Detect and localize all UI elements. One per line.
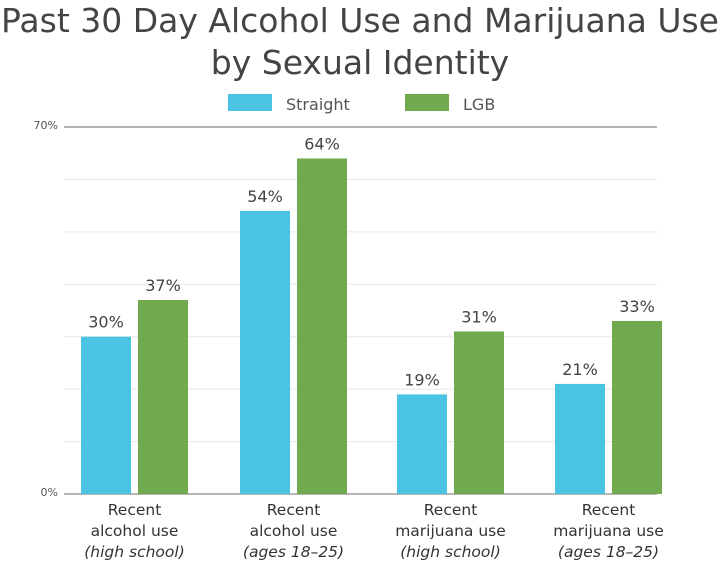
bar-lgb — [612, 320, 662, 494]
legend-label-lgb: LGB — [463, 95, 495, 114]
x-tick-label: Recent — [582, 501, 636, 519]
x-tick-label: alcohol use — [250, 522, 338, 540]
bar-lgb — [138, 300, 188, 494]
x-tick-label: (high school) — [400, 543, 501, 561]
x-tick-label: Recent — [267, 501, 321, 519]
chart-title-line-2: by Sexual Identity — [210, 43, 510, 82]
x-tick-label: alcohol use — [91, 522, 179, 540]
legend-label-straight: Straight — [286, 95, 350, 114]
chart-title: Past 30 Day Alcohol Use and Marijuana Us… — [0, 0, 720, 84]
x-tick-label: marijuana use — [553, 522, 664, 540]
bar-straight — [240, 210, 290, 494]
x-tick-label: Recent — [108, 501, 162, 519]
bar-straight — [81, 336, 131, 494]
bar-straight — [555, 383, 605, 494]
x-tick-label: Recent — [424, 501, 478, 519]
data-label: 33% — [619, 297, 655, 316]
legend-swatch-lgb — [405, 94, 449, 111]
data-label: 19% — [404, 370, 440, 389]
data-label: 64% — [304, 134, 340, 153]
data-label: 21% — [562, 360, 598, 379]
legend-swatch-straight — [228, 94, 272, 111]
x-tick-label: (ages 18–25) — [558, 543, 659, 561]
data-label: 30% — [88, 313, 124, 332]
data-label: 37% — [145, 276, 181, 295]
y-tick-label: 0% — [41, 486, 58, 499]
x-tick-label: (high school) — [84, 543, 185, 561]
bar-straight — [397, 394, 447, 494]
y-tick-label: 70% — [34, 119, 58, 132]
x-tick-label: (ages 18–25) — [243, 543, 344, 561]
bar-lgb — [297, 158, 347, 494]
bar-lgb — [454, 331, 504, 494]
chart-title-line-1: Past 30 Day Alcohol Use and Marijuana Us… — [1, 1, 719, 40]
data-label: 31% — [461, 307, 497, 326]
data-label: 54% — [247, 187, 283, 206]
x-tick-label: marijuana use — [395, 522, 506, 540]
